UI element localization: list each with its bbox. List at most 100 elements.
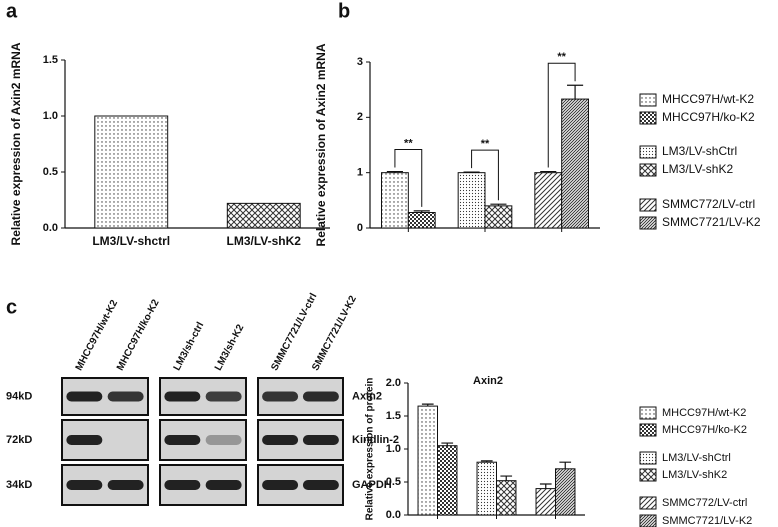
protein-label: Axin2 <box>352 390 382 402</box>
y-tick-label: 2.0 <box>386 377 401 389</box>
error-bar <box>441 442 454 446</box>
bar <box>535 488 557 516</box>
legend-swatch <box>639 93 657 107</box>
panel-label: c <box>6 296 17 318</box>
legend-label: SMMC772/LV-ctrl <box>662 197 755 211</box>
bar <box>417 405 438 516</box>
legend-swatch <box>639 198 657 212</box>
bar <box>94 115 169 229</box>
blot-band <box>164 391 201 402</box>
legend-label: MHCC97H/ko-K2 <box>662 424 747 436</box>
error-bar <box>490 203 507 206</box>
bracket <box>394 149 423 207</box>
y-tick-label: 0 <box>357 222 363 234</box>
legend-label: MHCC97H/wt-K2 <box>662 407 746 419</box>
bar <box>534 172 563 229</box>
annotation: ** <box>481 138 490 150</box>
blot-band <box>302 480 339 490</box>
legend-swatch <box>639 451 657 465</box>
legend-label: SMMC772/LV-ctrl <box>662 497 747 509</box>
legend-label: LM3/LV-shK2 <box>662 469 727 481</box>
blot-band <box>262 391 299 402</box>
protein-label: GAPDH <box>352 479 392 491</box>
error-bar <box>413 210 430 213</box>
legend-label: LM3/LV-shCtrl <box>662 452 731 464</box>
y-tick-label: 3 <box>357 56 363 68</box>
error-bar <box>540 170 557 173</box>
blot-band <box>205 480 242 490</box>
blot-band <box>164 435 201 445</box>
panel-label: b <box>338 0 350 22</box>
legend-label: SMMC7721/LV-K2 <box>662 515 752 527</box>
lane-label: LM3/sh-K2 <box>213 322 247 372</box>
legend-label: MHCC97H/wt-K2 <box>662 92 754 106</box>
error-bar <box>500 475 513 481</box>
error-bar <box>559 461 572 469</box>
y-axis-label: Relative expression of Axin2 mRNA <box>314 43 328 246</box>
bar <box>381 172 409 229</box>
blot-band <box>302 435 339 445</box>
legend-label: LM3/LV-shK2 <box>662 162 733 176</box>
bar <box>226 202 301 229</box>
legend-swatch <box>639 423 657 437</box>
bar <box>561 98 590 229</box>
legend-swatch <box>639 216 657 230</box>
error-bar <box>539 483 552 489</box>
lane-label: SMMC7721/LV-K2 <box>310 294 359 373</box>
blot-band <box>262 480 299 490</box>
y-tick-label: 1.0 <box>386 443 401 455</box>
x-tick-label: LM3/LV-shK2 <box>227 234 302 248</box>
legend-swatch <box>639 145 657 159</box>
blot-band <box>262 435 299 445</box>
blot-band <box>107 480 144 490</box>
blot-band <box>205 435 242 445</box>
y-axis-label: Relative expression of Axin2 mRNA <box>9 42 23 245</box>
blot-band <box>205 391 242 402</box>
y-tick-label: 1.5 <box>43 54 58 66</box>
error-bar <box>463 171 480 173</box>
bar <box>457 172 486 229</box>
blot-band <box>66 391 103 402</box>
blot-band <box>302 391 339 402</box>
error-bar <box>386 170 403 173</box>
annotation: ** <box>404 137 413 149</box>
size-label: 94kD <box>6 390 32 402</box>
error-bar <box>567 84 584 100</box>
y-tick-label: 0.5 <box>43 166 58 178</box>
protein-label: Kindlin-2 <box>352 434 399 446</box>
bar <box>437 445 458 516</box>
legend-label: SMMC7721/LV-K2 <box>662 215 761 229</box>
bar <box>407 212 436 229</box>
size-label: 34kD <box>6 479 32 491</box>
legend-swatch <box>639 406 657 420</box>
y-axis-label: Relative expression of protein <box>365 378 376 521</box>
y-tick-label: 2 <box>357 111 363 123</box>
blot-band <box>107 391 144 402</box>
y-tick-label: 1 <box>357 167 363 179</box>
legend-swatch <box>639 163 657 177</box>
lane-label: MHCC97H/ko-K2 <box>115 297 162 372</box>
bar <box>496 480 517 516</box>
panel-label: a <box>6 0 18 22</box>
bar <box>476 461 497 516</box>
lane-label: SMMC7721/LV-ctrl <box>269 291 319 372</box>
blot-band <box>164 480 201 490</box>
legend-swatch <box>639 111 657 125</box>
bracket <box>471 149 499 201</box>
legend-swatch <box>639 514 657 527</box>
legend-label: MHCC97H/ko-K2 <box>662 110 755 124</box>
lane-label: MHCC97H/wt-K2 <box>74 298 121 373</box>
error-bar <box>421 403 434 407</box>
y-tick-label: 0.0 <box>386 509 401 521</box>
error-bar <box>480 460 493 463</box>
y-tick-label: 0.0 <box>43 222 58 234</box>
x-tick-label: LM3/LV-shctrl <box>92 234 170 248</box>
legend-swatch <box>639 468 657 482</box>
legend-label: LM3/LV-shCtrl <box>662 144 737 158</box>
bar <box>555 468 576 516</box>
chart-title: Axin2 <box>473 375 503 387</box>
blot-band <box>66 480 103 490</box>
blot-band <box>66 435 103 445</box>
size-label: 72kD <box>6 434 32 446</box>
